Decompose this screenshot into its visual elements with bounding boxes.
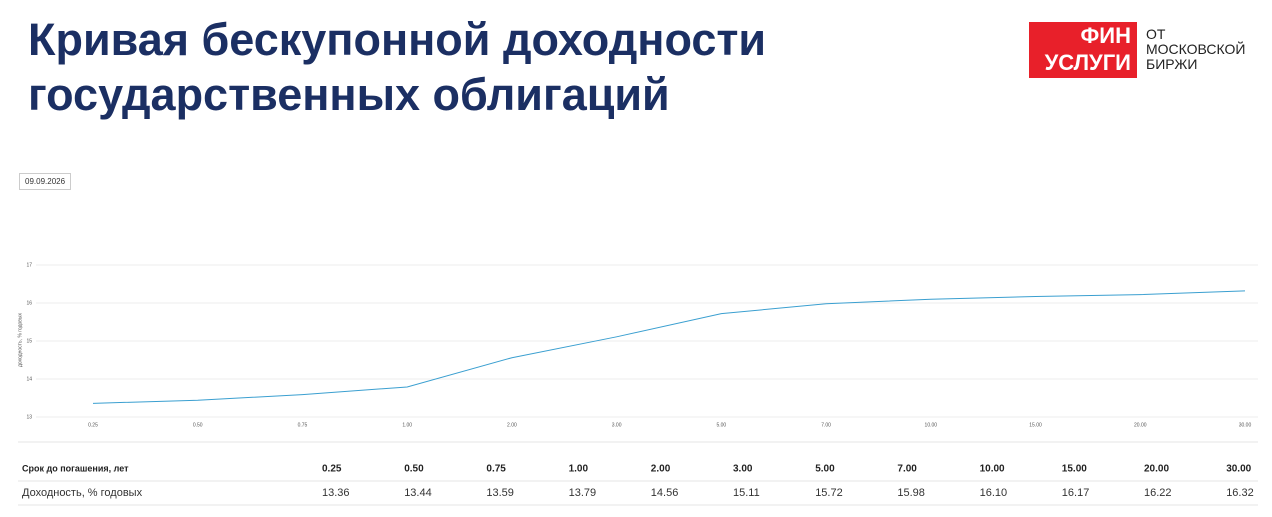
- table-cell: 14.56: [651, 487, 679, 499]
- logo-caption: ОТ МОСКОВСКОЙ БИРЖИ: [1146, 27, 1245, 72]
- table-cell: 7.00: [897, 464, 917, 475]
- table-cell: 16.32: [1226, 487, 1254, 499]
- table-cell: 13.36: [322, 487, 350, 499]
- table-cell: 30.00: [1226, 464, 1251, 475]
- table-cell: 13.59: [486, 487, 514, 499]
- x-tick-label: 1.00: [402, 422, 412, 428]
- logo-text: БИРЖИ: [1146, 56, 1198, 72]
- table-cell: 13.79: [569, 487, 597, 499]
- x-tick-label: 5.00: [716, 422, 726, 428]
- table-cell: 2.00: [651, 464, 671, 475]
- table-cell: 20.00: [1144, 464, 1169, 475]
- logo-text: ФИН: [1080, 23, 1131, 48]
- table-cell: 10.00: [980, 464, 1005, 475]
- table-cell: 15.00: [1062, 464, 1087, 475]
- line: [92, 290, 1246, 404]
- title-line: Кривая бескупонной доходности: [28, 14, 767, 65]
- title-line: государственных облигаций: [28, 69, 670, 120]
- y-tick-label: 14: [26, 376, 32, 382]
- table-cell: 1.00: [569, 464, 589, 475]
- table-cell: 15.11: [733, 487, 760, 499]
- table-cell: 16.10: [980, 487, 1008, 499]
- table-cell: 5.00: [815, 464, 835, 475]
- y-tick-label: 17: [26, 262, 32, 268]
- date-badge[interactable]: 09.09.2026: [19, 173, 72, 190]
- x-tick-label: 15.00: [1029, 422, 1042, 428]
- title: Кривая бескупонной доходности государств…: [28, 12, 766, 122]
- logo-text: ОТ: [1146, 26, 1166, 42]
- table-cell: 0.50: [404, 464, 424, 475]
- x-tick-label: 0.50: [193, 422, 203, 428]
- x-tick-label: 30.00: [1239, 422, 1252, 428]
- table-cell: 16.22: [1144, 487, 1172, 499]
- table-row-label: Срок до погашения, лет: [22, 463, 129, 473]
- table-cell: 15.72: [815, 487, 843, 499]
- x-tick-label: 7.00: [821, 422, 831, 428]
- x-tick-label: 0.75: [298, 422, 308, 428]
- x-tick-label: 2.00: [507, 422, 517, 428]
- x-tick-label: 20.00: [1134, 422, 1147, 428]
- table-cell: 0.75: [486, 464, 506, 475]
- y-tick-label: 13: [26, 414, 32, 420]
- table-cell: 0.25: [322, 464, 342, 475]
- table-cell: 3.00: [733, 464, 753, 475]
- x-tick-label: 3.00: [612, 422, 622, 428]
- y-tick-label: 16: [26, 300, 32, 306]
- logo-text: МОСКОВСКОЙ: [1146, 41, 1246, 57]
- table-cell: 15.98: [897, 487, 925, 499]
- table-row-label: Доходность, % годовых: [22, 487, 143, 499]
- table-cell: 13.44: [404, 487, 432, 499]
- x-tick-label: 0.25: [88, 422, 98, 428]
- logo: ФИН УСЛУГИ: [1029, 22, 1137, 78]
- x-tick-label: 10.00: [925, 422, 938, 428]
- logo-text: УСЛУГИ: [1044, 50, 1131, 75]
- y-axis-label: доходность, % годовых: [17, 312, 23, 367]
- y-tick-label: 15: [26, 338, 32, 344]
- table-cell: 16.17: [1062, 487, 1090, 499]
